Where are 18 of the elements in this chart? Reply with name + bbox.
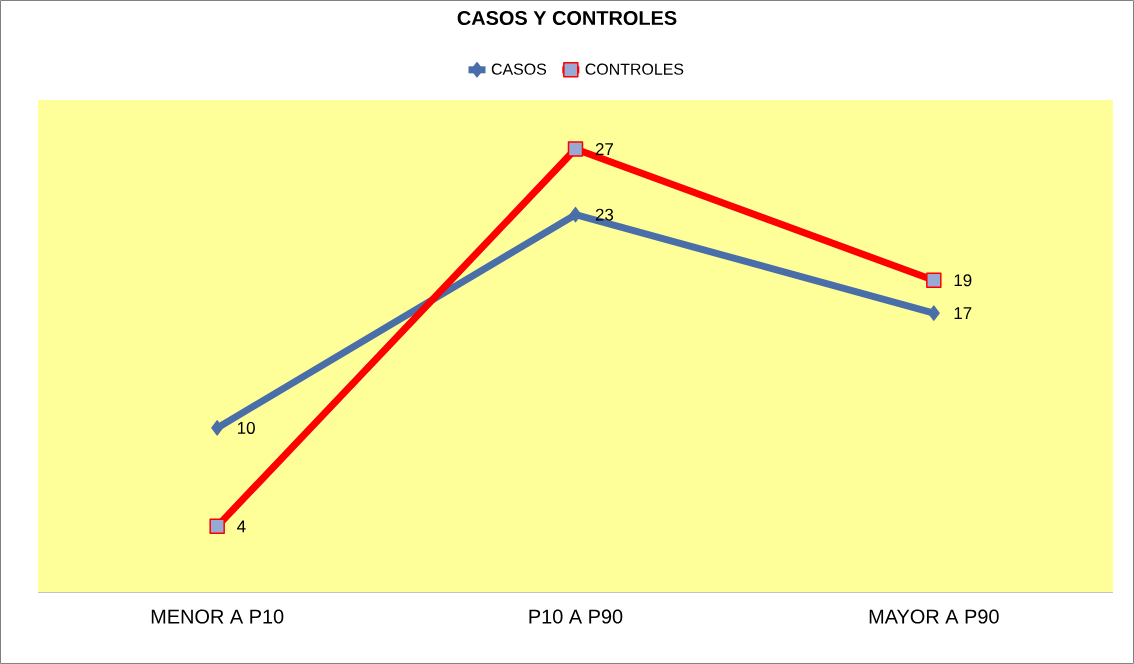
data-label: 17 (954, 307, 972, 319)
data-label: 27 (595, 143, 613, 155)
data-label: 10 (237, 421, 255, 434)
legend-label: CASOS (491, 63, 547, 75)
data-label: 19 (954, 274, 972, 287)
x-tick-label: P10 A P90 (529, 609, 623, 624)
data-label: 4 (237, 520, 246, 533)
x-tick-label: MAYOR A P90 (869, 609, 999, 624)
x-tick-label: MENOR A P10 (151, 609, 284, 624)
data-label: 23 (595, 208, 614, 221)
point (927, 305, 940, 321)
point (211, 420, 224, 436)
point (209, 518, 225, 535)
chart-title: CASOS Y CONTROLES (457, 10, 677, 26)
point (567, 141, 584, 157)
legend-label: CONTROLES (585, 63, 684, 75)
point (569, 206, 582, 223)
point (926, 272, 942, 289)
